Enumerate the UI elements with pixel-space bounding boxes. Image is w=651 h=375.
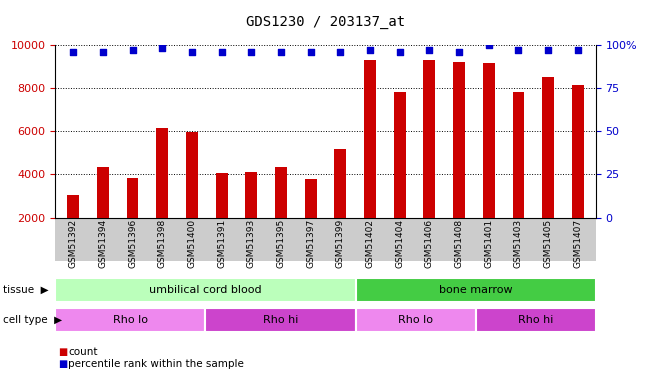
Point [543, 47, 553, 53]
Point [424, 47, 435, 53]
Bar [542, 77, 554, 261]
Bar [215, 173, 228, 261]
Point [276, 49, 286, 55]
Text: tissue  ▶: tissue ▶ [3, 285, 49, 295]
Text: cell type  ▶: cell type ▶ [3, 315, 62, 325]
Bar [512, 93, 525, 261]
Bar [186, 132, 198, 261]
Text: ■: ■ [59, 347, 68, 357]
Bar [305, 179, 316, 261]
Point [157, 45, 167, 51]
Point [454, 49, 464, 55]
Text: Rho lo: Rho lo [113, 315, 148, 325]
Bar [156, 128, 168, 261]
Point [513, 47, 523, 53]
Point [128, 47, 138, 53]
Bar [394, 93, 406, 261]
Bar [245, 172, 257, 261]
Point [395, 49, 405, 55]
Bar [483, 63, 495, 261]
Text: Rho lo: Rho lo [398, 315, 433, 325]
Point [305, 49, 316, 55]
Point [246, 49, 256, 55]
Text: Rho hi: Rho hi [263, 315, 298, 325]
Text: Rho hi: Rho hi [518, 315, 553, 325]
Point [573, 47, 583, 53]
Bar [97, 167, 109, 261]
Point [187, 49, 197, 55]
Text: bone marrow: bone marrow [439, 285, 512, 295]
Bar [67, 195, 79, 261]
Bar [335, 148, 346, 261]
Point [484, 42, 494, 48]
Text: count: count [68, 347, 98, 357]
Point [98, 49, 108, 55]
Point [68, 49, 78, 55]
Bar [275, 167, 287, 261]
Text: umbilical cord blood: umbilical cord blood [149, 285, 262, 295]
Text: percentile rank within the sample: percentile rank within the sample [68, 359, 244, 369]
Bar [572, 85, 584, 261]
Point [365, 47, 375, 53]
Bar [453, 62, 465, 261]
Point [335, 49, 346, 55]
Text: ■: ■ [59, 359, 68, 369]
Bar [126, 178, 139, 261]
Bar [364, 60, 376, 261]
Text: GDS1230 / 203137_at: GDS1230 / 203137_at [246, 15, 405, 29]
Point [216, 49, 227, 55]
Bar [423, 60, 436, 261]
